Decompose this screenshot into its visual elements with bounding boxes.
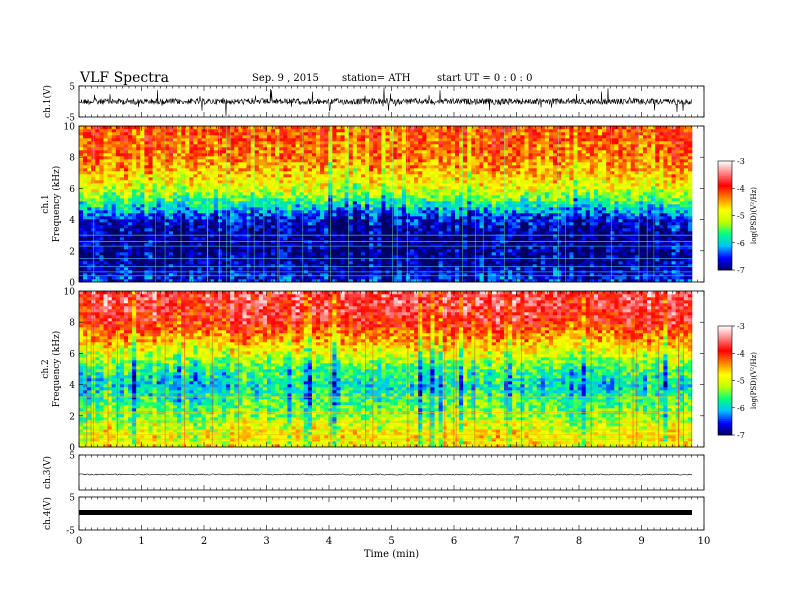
ch1-trace <box>78 87 693 117</box>
colorbar-tick-label: -6 <box>737 239 745 248</box>
x-tick-label: 3 <box>263 536 269 547</box>
colorbar-tick-label: -4 <box>737 349 745 358</box>
ch1-spectrogram-y-tick-label: 4 <box>69 216 75 226</box>
ch4-y-tick-label: -5 <box>66 527 75 537</box>
ch2-spectrogram-y-tick-label: 2 <box>69 412 75 422</box>
x-tick-label: 9 <box>638 536 644 547</box>
ch3-y-axis-label: ch.3(V) <box>42 456 53 489</box>
x-tick-label: 4 <box>326 536 332 547</box>
figure-title: VLF Spectra <box>80 70 169 86</box>
ch1-spectrogram-y-tick-label: 6 <box>69 185 75 195</box>
ch2-spectrogram-x-ticks <box>78 291 705 447</box>
x-tick-label: 10 <box>698 536 711 547</box>
ch2-spectrogram-y-tick-label: 8 <box>69 319 75 329</box>
x-tick-label: 1 <box>138 536 144 547</box>
colorbar-tick-label: -3 <box>737 322 745 331</box>
ch1-y-tick-label: -5 <box>66 114 75 124</box>
x-tick-label: 7 <box>513 536 519 547</box>
ch4-y-axis-label: ch.4(V) <box>42 497 53 530</box>
colorbar-tick-label: -5 <box>737 212 745 221</box>
colorbar-tick-label: -7 <box>737 431 745 440</box>
ch2-spectrogram-image <box>79 291 693 448</box>
ch2-spectrogram-colorbar: -3 -4 -5 -6 -7 log(PSD)(V²/Hz) <box>717 322 758 440</box>
station-label: station= ATH <box>342 73 411 84</box>
ch1-spectrogram-y-tick-label: 2 <box>69 247 75 257</box>
ch1-y-axis-label: ch.1(V) <box>42 85 53 118</box>
ch3-x-ticks <box>78 455 705 490</box>
ch2-spectrogram-y-tick-label: 10 <box>64 288 76 298</box>
date-label: Sep. 9 , 2015 <box>252 73 319 84</box>
colorbar-tick-label: -7 <box>737 266 745 275</box>
colorbar-label: log(PSD)(V²/Hz) <box>750 187 758 244</box>
ch2-spectrogram-y-axis-label: ch.2 Frequency (kHz) <box>41 331 62 408</box>
ch1-spectrogram-image <box>79 126 693 283</box>
x-tick-label: 2 <box>201 536 207 547</box>
colorbar-tick-label: -3 <box>737 157 745 166</box>
ch1-spectrogram-y-tick-label: 10 <box>64 123 76 133</box>
ch4-trace <box>79 510 692 515</box>
start-time-label: start UT = 0 : 0 : 0 <box>437 73 533 84</box>
colorbar-label: log(PSD)(V²/Hz) <box>750 352 758 409</box>
colorbar-tick-label: -5 <box>737 377 745 386</box>
colorbar-tick-label: -6 <box>737 404 745 413</box>
ch1-y-tick-label: 5 <box>69 83 75 93</box>
ch3-trace <box>78 473 693 476</box>
x-tick-label: 6 <box>451 536 457 547</box>
ch4-y-tick-label: 5 <box>69 494 75 504</box>
ch1-spectrogram-x-ticks <box>78 126 705 282</box>
ch2-spectrogram-y-tick-label: 4 <box>69 381 75 391</box>
ch4-x-ticks <box>78 497 705 530</box>
x-tick-label: 8 <box>576 536 582 547</box>
x-tick-label: 0 <box>76 536 82 547</box>
ch2-spectrogram-y-tick-label: 6 <box>69 350 75 360</box>
ch2-spectrogram-y-tick-label: 0 <box>69 444 75 454</box>
ch3-y-tick-label: 5 <box>69 452 75 462</box>
x-axis-label: Time (min) <box>364 549 419 560</box>
ch3-waveform-frame <box>78 454 705 491</box>
ch1-spectrogram-y-axis-label: ch.1 Frequency (kHz) <box>41 166 62 243</box>
x-tick-label: 5 <box>388 536 394 547</box>
ch1-spectrogram-y-tick-label: 0 <box>69 279 75 289</box>
ch1-spectrogram-colorbar: -3 -4 -5 -6 -7 log(PSD)(V²/Hz) <box>717 157 758 275</box>
ch1-x-ticks <box>78 86 705 117</box>
colorbar-tick-label: -4 <box>737 184 745 193</box>
ch1-spectrogram-y-tick-label: 8 <box>69 154 75 164</box>
